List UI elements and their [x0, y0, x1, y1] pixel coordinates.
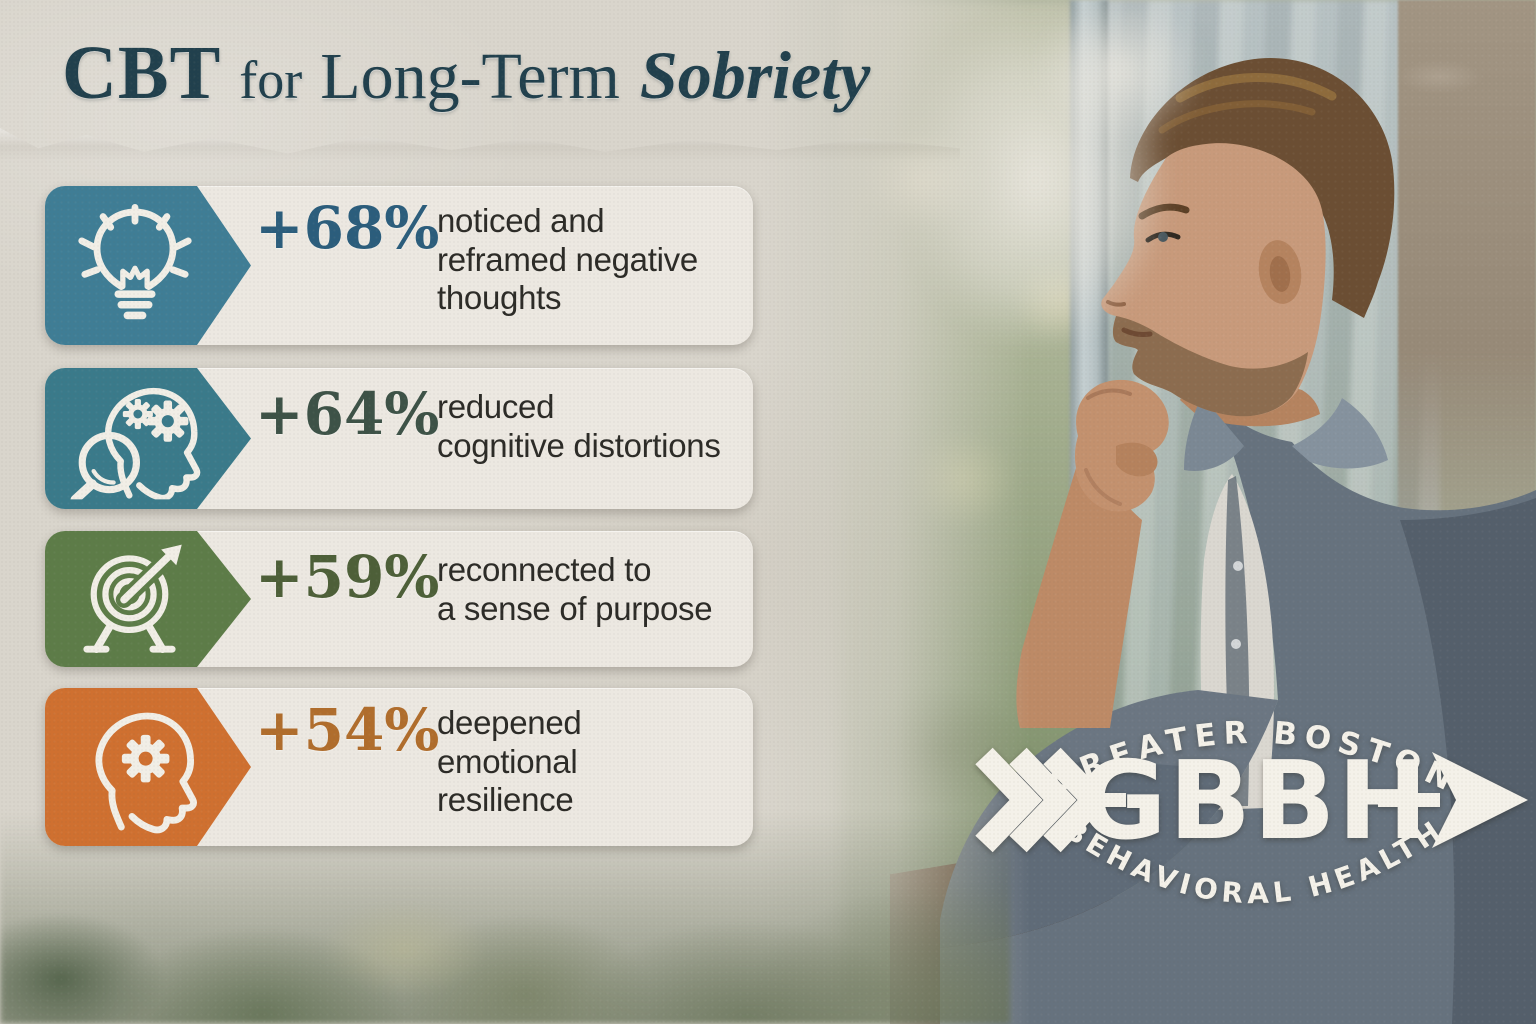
stat-row-reframed-thoughts: +68% noticed and reframed negative thoug… [45, 186, 753, 345]
arrowhead-icon [1432, 752, 1528, 848]
arrow-shaft-right [1378, 793, 1440, 807]
stat-description: noticed and reframed negative thoughts [437, 202, 698, 317]
title-word-sobriety: Sobriety [639, 37, 871, 113]
title-word-for: for [239, 50, 303, 110]
arrow-shaft-left [1080, 793, 1126, 807]
title-word-longterm: Long-Term [320, 40, 620, 113]
stat-value: +68% [255, 194, 440, 262]
stat-value: +64% [255, 380, 440, 448]
head-gears-magnifier-icon [70, 387, 201, 500]
gbbh-logo: GREATER BOSTON GBBH BEHAVIORAL HEALTH [975, 715, 1528, 910]
mist-overlay-small [1010, 0, 1230, 170]
logo-monogram: GBBH [1078, 739, 1430, 864]
target-arrow-icon [83, 543, 184, 654]
stat-value: +54% [255, 696, 440, 764]
title-word-cbt: CBT [62, 31, 222, 115]
lightbulb-icon [78, 203, 192, 319]
stat-description: reconnected to a sense of purpose [437, 551, 713, 627]
page-title: CBT for Long-Term Sobriety [62, 30, 870, 117]
stat-description: deepened emotional resilience [437, 704, 582, 819]
stat-icon-block [45, 186, 251, 345]
stat-value: +59% [255, 543, 440, 611]
stat-row-emotional-resilience: +54% deepened emotional resilience [45, 688, 753, 846]
head-gear-icon [95, 712, 197, 834]
stat-row-cognitive-distortions: +64% reduced cognitive distortions [45, 368, 753, 509]
stat-description: reduced cognitive distortions [437, 388, 721, 464]
stat-icon-block [45, 531, 251, 667]
stat-row-sense-of-purpose: +59% reconnected to a sense of purpose [45, 531, 753, 667]
